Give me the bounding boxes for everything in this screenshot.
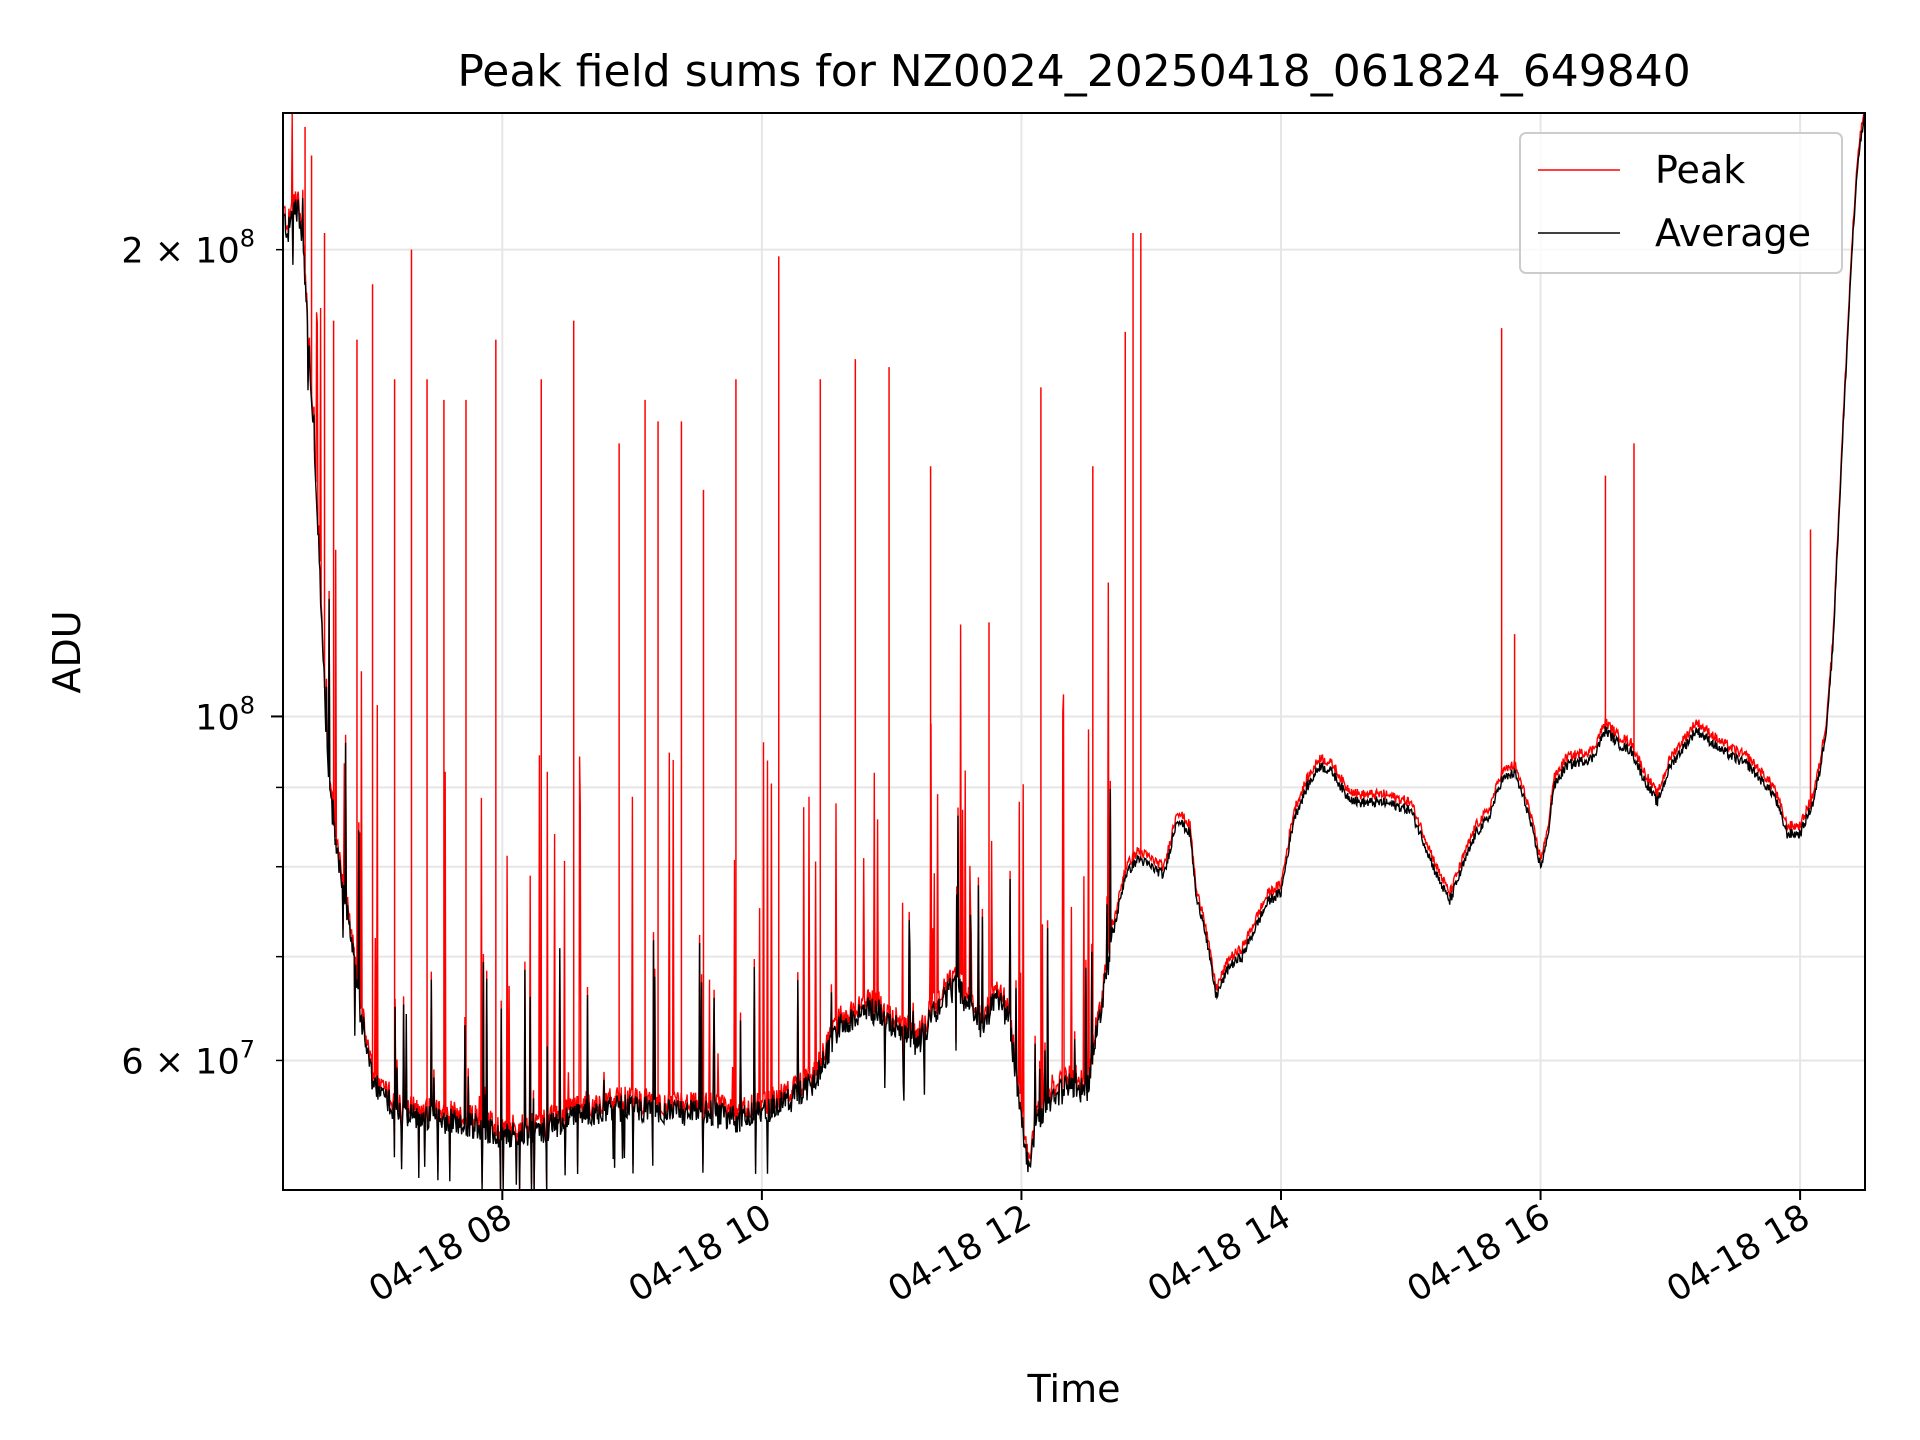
legend-peak-label: Peak (1655, 148, 1745, 192)
chart-title: Peak field sums for NZ0024_20250418_0618… (457, 46, 1690, 97)
plot-frame (282, 112, 1866, 1191)
legend: Peak Average (1519, 132, 1843, 274)
legend-average-label: Average (1655, 211, 1811, 255)
y-tick-label: 6 × 107 (121, 1035, 255, 1082)
y-tick-label: 108 (195, 691, 255, 738)
y-tick-label: 2 × 108 (121, 225, 255, 272)
y-axis-label: ADU (45, 610, 89, 693)
legend-box (1519, 132, 1843, 274)
y-axis-ticks: 108 6 × 107 2 × 108 (121, 225, 283, 1082)
series-peak (282, 112, 1865, 1191)
x-axis-label: Time (1027, 1367, 1121, 1411)
